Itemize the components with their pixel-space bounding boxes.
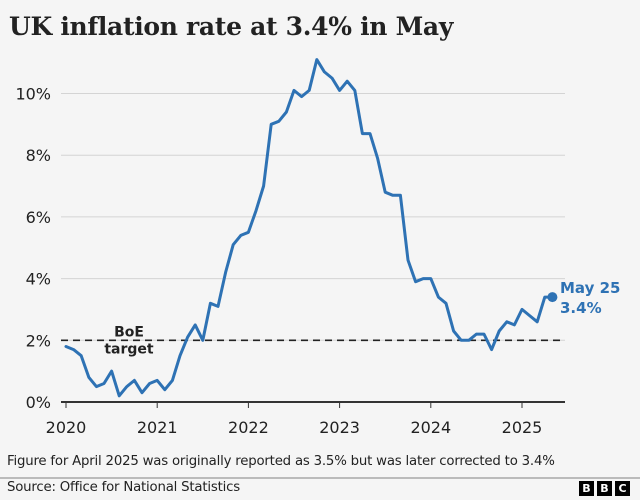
logo-letter: B	[597, 481, 612, 496]
logo-letter: B	[579, 481, 594, 496]
end-label: 3.4%	[560, 299, 602, 317]
footer-divider	[0, 477, 640, 479]
source-text: Source: Office for National Statistics	[7, 480, 240, 495]
gridlines	[61, 93, 565, 341]
y-tick-label: 8%	[26, 146, 51, 165]
end-point	[547, 292, 558, 303]
x-tick-label: 2024	[410, 418, 451, 437]
reference-label: BoE	[114, 324, 144, 340]
logo-letter: C	[615, 481, 630, 496]
y-tick-label: 2%	[26, 331, 51, 350]
x-tick-label: 2023	[319, 418, 360, 437]
reference-label: target	[104, 341, 154, 357]
y-tick-label: 4%	[26, 270, 51, 289]
x-tick-label: 2021	[137, 418, 178, 437]
y-tick-label: 0%	[26, 393, 51, 412]
series-lines	[64, 58, 554, 398]
bbc-logo: B B C	[579, 481, 630, 496]
end-label: May 25	[560, 279, 620, 297]
end-marker: May 25 3.4%	[547, 279, 620, 317]
y-axis-ticks: 0% 2% 4% 6% 8% 10%	[15, 85, 51, 413]
y-tick-label: 6%	[26, 208, 51, 227]
footnote: Figure for April 2025 was originally rep…	[7, 454, 555, 469]
series-line	[64, 58, 554, 398]
x-tick-label: 2022	[228, 418, 269, 437]
x-tick-label: 2025	[502, 418, 543, 437]
x-tick-label: 2020	[46, 418, 87, 437]
y-tick-label: 10%	[15, 85, 51, 104]
x-axis: 2020 2021 2022 2023 2024 2025	[46, 401, 565, 437]
chart-title: UK inflation rate at 3.4% in May	[9, 12, 454, 41]
